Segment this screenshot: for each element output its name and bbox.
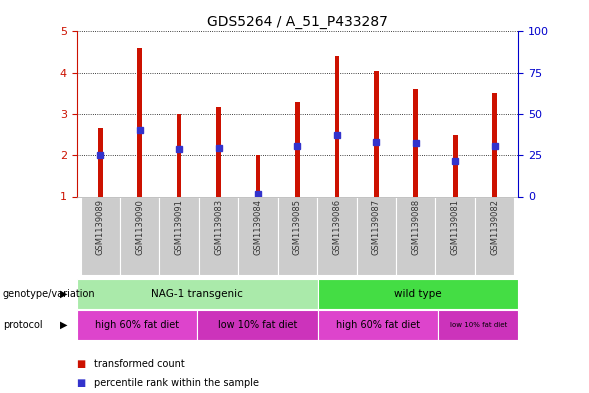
Text: high 60% fat diet: high 60% fat diet [336,320,420,330]
Text: GSM1139091: GSM1139091 [174,199,184,255]
Text: high 60% fat diet: high 60% fat diet [95,320,179,330]
Bar [438,310,518,340]
Text: ■: ■ [77,378,86,388]
Text: ■: ■ [77,358,86,369]
Text: percentile rank within the sample: percentile rank within the sample [94,378,259,388]
Bar [453,134,458,196]
Text: low 10% fat diet: low 10% fat diet [449,322,507,328]
Bar [137,48,142,196]
Bar [98,129,102,196]
Bar [177,114,181,196]
Bar [278,196,317,275]
Bar [356,196,396,275]
Bar [335,56,339,196]
Bar [81,196,120,275]
Text: NAG-1 transgenic: NAG-1 transgenic [151,289,243,299]
Bar [374,71,379,196]
Text: ▶: ▶ [60,289,68,299]
Bar [295,101,300,196]
Bar [197,310,317,340]
Title: GDS5264 / A_51_P433287: GDS5264 / A_51_P433287 [207,15,388,29]
Bar [435,196,475,275]
Text: GSM1139087: GSM1139087 [372,199,381,255]
Text: GSM1139086: GSM1139086 [332,199,342,255]
Bar [475,196,514,275]
Bar [199,196,239,275]
Bar [77,279,317,309]
Text: ▶: ▶ [60,320,68,330]
Text: protocol: protocol [3,320,42,330]
Bar [256,155,260,196]
Text: GSM1139084: GSM1139084 [253,199,263,255]
Text: GSM1139085: GSM1139085 [293,199,302,255]
Text: GSM1139082: GSM1139082 [490,199,499,255]
Text: GSM1139090: GSM1139090 [135,199,144,255]
Bar [317,310,438,340]
Bar [77,310,197,340]
Bar [239,196,278,275]
Text: GSM1139089: GSM1139089 [96,199,105,255]
Text: transformed count: transformed count [94,358,185,369]
Bar [413,89,418,196]
Bar [396,196,435,275]
Text: genotype/variation: genotype/variation [3,289,95,299]
Bar [120,196,160,275]
Bar [216,107,221,196]
Text: GSM1139083: GSM1139083 [214,199,223,255]
Text: GSM1139081: GSM1139081 [451,199,459,255]
Bar [317,196,356,275]
Text: low 10% fat diet: low 10% fat diet [217,320,297,330]
Bar [317,279,518,309]
Bar [492,93,497,196]
Text: GSM1139088: GSM1139088 [411,199,421,255]
Bar [160,196,199,275]
Text: wild type: wild type [394,289,442,299]
